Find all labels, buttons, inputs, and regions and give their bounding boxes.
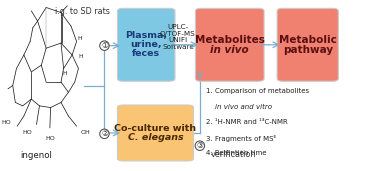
Text: i.g. to SD rats: i.g. to SD rats [55, 7, 110, 16]
Text: 1. Comparison of metabolites: 1. Comparison of metabolites [206, 88, 309, 94]
Text: ②: ② [101, 129, 108, 138]
Text: HO: HO [2, 120, 12, 125]
FancyBboxPatch shape [277, 8, 338, 81]
Text: Plasma,: Plasma, [125, 31, 167, 40]
Text: 4. Retention time: 4. Retention time [206, 150, 266, 156]
Text: 2. ¹H-NMR and ¹³C-NMR: 2. ¹H-NMR and ¹³C-NMR [206, 119, 288, 125]
Ellipse shape [195, 141, 204, 150]
Text: H: H [77, 36, 82, 41]
Ellipse shape [100, 41, 109, 50]
Text: pathway: pathway [283, 45, 333, 55]
Text: Co-culture with: Co-culture with [115, 124, 197, 133]
Text: ③: ③ [197, 141, 203, 150]
Text: C. elegans: C. elegans [128, 133, 183, 142]
Text: urine,: urine, [130, 40, 162, 49]
Text: OH: OH [80, 130, 90, 135]
Ellipse shape [100, 129, 109, 139]
Text: H: H [78, 54, 82, 59]
Text: 3. Fragments of MSᴱ: 3. Fragments of MSᴱ [206, 135, 276, 142]
Text: in vivo: in vivo [211, 45, 249, 55]
Text: Software: Software [162, 44, 194, 50]
Text: H: H [62, 71, 67, 76]
Text: UPLC-: UPLC- [167, 24, 189, 30]
Text: ingenol: ingenol [20, 151, 53, 160]
Text: in vivo and vitro: in vivo and vitro [206, 104, 272, 110]
Text: HO: HO [22, 130, 32, 135]
Text: HO: HO [45, 136, 55, 141]
FancyBboxPatch shape [195, 8, 264, 81]
Text: UNIFI: UNIFI [168, 37, 187, 43]
FancyBboxPatch shape [118, 105, 194, 161]
Text: Metabolites: Metabolites [195, 35, 265, 45]
Text: Metabolic: Metabolic [279, 35, 337, 45]
FancyBboxPatch shape [118, 8, 175, 81]
Text: feces: feces [132, 49, 160, 58]
Text: Q/TOF-MS: Q/TOF-MS [160, 31, 196, 37]
Text: verification: verification [211, 150, 256, 159]
Text: ①: ① [101, 41, 108, 50]
